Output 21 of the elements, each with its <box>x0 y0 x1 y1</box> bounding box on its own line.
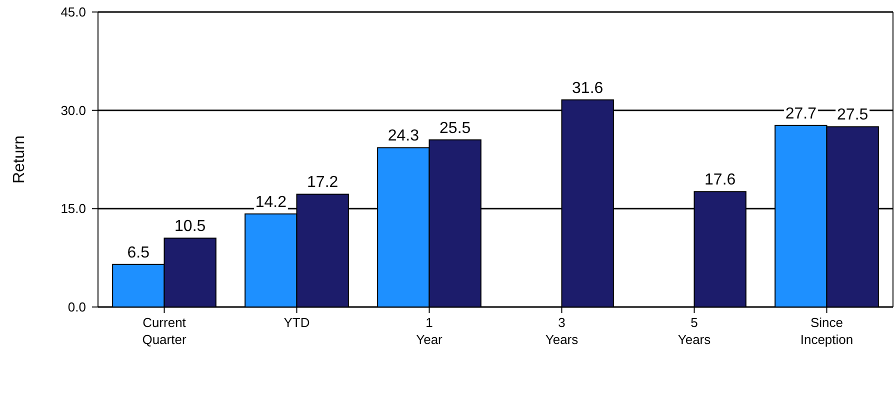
data-label: 25.5 <box>440 120 471 137</box>
x-tick-label: 1 Year <box>416 315 444 347</box>
data-label: 10.5 <box>174 218 206 236</box>
data-label: 31.6 <box>572 80 604 97</box>
y-axis-title: Return <box>11 135 28 184</box>
y-tick-label: 0.0 <box>68 300 86 315</box>
data-label: 24.3 <box>388 128 420 145</box>
x-tick-label: Current Quarter <box>142 315 187 347</box>
data-label: 27.5 <box>837 106 868 124</box>
data-label: 27.7 <box>785 105 817 122</box>
data-label: 6.5 <box>127 244 150 262</box>
data-label: 17.2 <box>307 174 338 192</box>
y-tick-label: 30.0 <box>60 102 86 118</box>
y-tick-label: 45.0 <box>60 4 86 20</box>
data-label: 14.2 <box>255 194 287 211</box>
data-label: 17.6 <box>704 172 736 189</box>
y-tick-label: 15.0 <box>60 201 86 216</box>
x-tick-label: YTD <box>284 315 310 330</box>
x-tick-label: Since Inception <box>800 315 854 347</box>
x-tick-label: 3 Years <box>545 315 579 347</box>
x-tick-label: 5 Years <box>678 315 712 347</box>
